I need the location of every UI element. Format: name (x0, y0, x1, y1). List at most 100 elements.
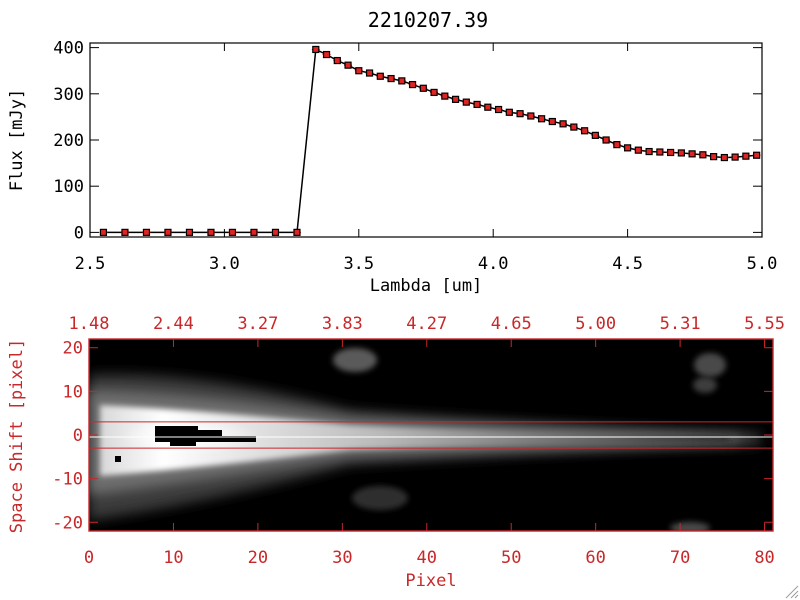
x-tick-label: 80 (754, 548, 774, 568)
wavelength-tick-label: 1.48 (69, 314, 110, 334)
data-point (688, 150, 697, 158)
data-point (709, 153, 718, 161)
wavelength-tick-label: 5.55 (744, 314, 785, 334)
data-point (741, 152, 750, 160)
data-point (645, 147, 654, 156)
data-point (419, 84, 428, 92)
wavelength-tick-label: 2.44 (153, 314, 194, 334)
data-point (206, 228, 215, 236)
data-point (397, 77, 406, 85)
data-point (752, 151, 761, 159)
data-point (602, 136, 611, 144)
data-point (666, 148, 675, 157)
data-point (311, 45, 320, 54)
x-tick-label: 5.0 (747, 254, 778, 274)
data-point (677, 149, 686, 157)
data-point (516, 110, 525, 118)
x-tick-label: 40 (417, 548, 437, 568)
spectrum-line (103, 48, 757, 234)
y-tick-label: 100 (53, 177, 84, 197)
y-tick-label: 0 (74, 223, 84, 243)
x-tick-label: 70 (670, 548, 690, 568)
chart-title: 2210207.39 (368, 8, 488, 32)
wavelength-tick-label: 4.27 (406, 314, 447, 334)
data-point (271, 228, 280, 236)
extraction-aperture-lines (89, 421, 773, 449)
spectrum-x-label: Lambda [um] (370, 276, 483, 296)
data-point (354, 67, 363, 75)
data-point (731, 153, 740, 161)
x-tick-label: 30 (332, 548, 352, 568)
data-point (473, 100, 482, 109)
x-tick-label: 60 (585, 548, 605, 568)
data-point (120, 228, 129, 236)
spectrum-y-label: Flux [mJy] (7, 89, 27, 191)
data-point (505, 108, 514, 116)
wavelength-tick-label: 4.65 (491, 314, 532, 334)
y-tick-label: 0 (73, 426, 83, 446)
y-tick-label: 300 (53, 85, 84, 105)
data-point (451, 95, 460, 103)
spectrum-plot-frame (89, 42, 763, 238)
data-point (462, 98, 471, 106)
data-point (430, 88, 439, 97)
spectral-image-chart: 0 10 20 30 40 50 60 70 80 1.48 2.44 3.27 3.83 4.27 4.… (7, 314, 785, 591)
space-shift-y-axis: -20 -10 0 10 20 (52, 339, 773, 533)
data-point (163, 228, 172, 236)
wavelength-tick-label: 5.31 (660, 314, 701, 334)
wavelength-tick-label: 3.83 (322, 314, 363, 334)
data-point (623, 144, 632, 152)
data-point (344, 61, 353, 69)
data-point (612, 141, 621, 149)
x-tick-label: 3.0 (209, 254, 240, 274)
y-tick-label: -10 (52, 470, 83, 490)
data-point (548, 117, 557, 126)
spectrum-x-axis: 2.5 3.0 3.5 4.0 4.5 5.0 (75, 43, 778, 274)
data-point (698, 151, 707, 159)
data-point (655, 148, 664, 156)
x-tick-label: 3.5 (343, 254, 374, 274)
data-point (376, 72, 385, 80)
x-tick-label: 0 (84, 548, 94, 568)
data-point (142, 228, 151, 236)
wavelength-tick-label: 3.27 (237, 314, 278, 334)
wavelength-tick-label: 5.00 (575, 314, 616, 334)
x-tick-label: 50 (501, 548, 521, 568)
x-tick-label: 2.5 (75, 254, 106, 274)
data-point (634, 146, 643, 154)
x-tick-label: 10 (163, 548, 183, 568)
wavelength-top-axis: 1.48 2.44 3.27 3.83 4.27 4.65 5.00 5.31 5.55 (69, 314, 785, 347)
data-point (537, 115, 546, 123)
spectrum-points (99, 45, 761, 236)
data-point (440, 92, 449, 100)
data-point (185, 228, 194, 236)
data-point (249, 228, 258, 236)
data-point (580, 127, 589, 135)
y-tick-label: 400 (53, 39, 84, 59)
spectral-image (89, 348, 773, 531)
pixel-x-axis: 0 10 20 30 40 50 60 70 80 (84, 523, 775, 568)
data-point (494, 105, 503, 114)
space-shift-y-label: Space Shift [pixel] (7, 339, 27, 533)
data-point (333, 56, 342, 65)
data-point (292, 228, 301, 236)
data-point (569, 123, 578, 131)
pixel-x-label: Pixel (405, 571, 456, 591)
data-point (720, 153, 729, 162)
data-point (483, 103, 492, 111)
resize-grip-icon[interactable] (785, 585, 799, 599)
spectrum-y-axis: 0 100 200 300 400 (53, 39, 762, 243)
x-tick-label: 4.5 (612, 254, 643, 274)
spectrum-chart: 2210207.39 2.5 3.0 3.5 4.0 4.5 5.0 0 100 200 300… (7, 8, 777, 296)
data-point (99, 228, 108, 236)
data-point (526, 112, 535, 120)
data-point (408, 80, 417, 89)
x-tick-label: 20 (248, 548, 268, 568)
x-tick-label: 4.0 (478, 254, 509, 274)
data-point (322, 50, 331, 59)
data-point (365, 69, 374, 77)
data-point (228, 228, 237, 236)
y-tick-label: 20 (63, 339, 83, 359)
y-tick-label: 200 (53, 131, 84, 151)
